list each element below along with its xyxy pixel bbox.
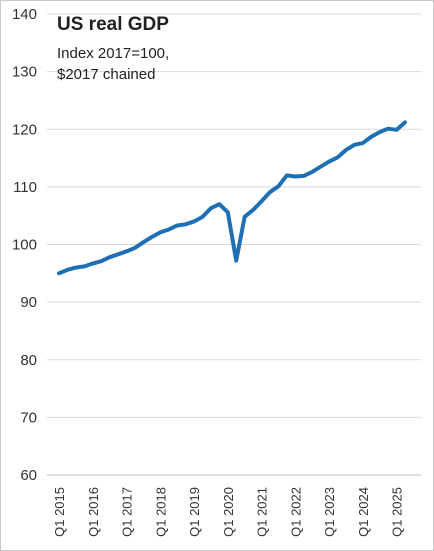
data-point-Q4-2023 [352,143,356,147]
data-point-Q3-2022 [310,170,314,174]
data-point-Q3-2019 [209,206,213,210]
data-point-Q1-2023 [327,160,331,164]
chart-subtitle: Index 2017=100, $2017 chained [57,43,169,85]
y-tick-label: 130 [12,64,37,81]
y-tick-label: 80 [20,352,37,369]
data-point-Q3-2018 [175,223,179,227]
y-tick-label: 140 [12,6,37,23]
data-point-Q1-2020 [226,210,230,214]
chart-title: US real GDP [57,14,169,35]
data-point-Q2-2020 [234,259,238,263]
data-point-Q2-2024 [369,135,373,139]
data-point-Q3-2017 [141,240,145,244]
data-point-Q4-2015 [82,264,86,268]
data-point-Q4-2018 [184,222,188,226]
x-tick-label: Q1 2025 [390,487,405,537]
y-tick-label: 110 [13,179,37,196]
y-tick-label: 60 [20,467,37,484]
data-point-Q4-2019 [217,202,221,206]
data-point-Q1-2025 [395,128,399,132]
x-tick-label: Q1 2022 [288,487,303,537]
data-point-Q1-2018 [158,230,162,234]
x-tick-label: Q1 2016 [86,487,101,537]
data-point-Q1-2019 [192,219,196,223]
data-point-Q1-2016 [91,262,95,266]
x-tick-label: Q1 2023 [322,487,337,537]
data-point-Q2-2018 [167,228,171,232]
data-point-Q4-2024 [386,127,390,131]
data-point-Q3-2021 [276,184,280,188]
x-tick-label: Q1 2017 [120,487,135,537]
y-tick-label: 120 [12,121,37,138]
data-point-Q3-2015 [74,266,78,270]
data-point-Q4-2022 [319,165,323,169]
data-point-Q2-2019 [200,215,204,219]
y-tick-label: 90 [20,294,37,311]
data-point-Q1-2021 [260,199,264,203]
data-point-Q2-2021 [268,190,272,194]
data-point-Q1-2022 [293,175,297,178]
data-point-Q2-2016 [99,259,103,263]
x-tick-label: Q1 2018 [153,487,168,537]
x-tick-label: Q1 2015 [52,487,67,537]
data-point-Q2-2015 [65,268,69,272]
y-tick-label: 100 [12,237,37,254]
x-tick-label: Q1 2020 [221,487,236,537]
data-point-Q1-2024 [361,141,365,145]
data-point-Q3-2023 [344,148,348,152]
data-point-Q4-2021 [285,173,289,177]
y-axis-ticks: 60 70 80 90 100 110 120 130 140 [12,6,37,484]
data-point-Q1-2015 [57,271,61,275]
data-point-Q1-2017 [125,249,129,253]
subtitle-line-1: Index 2017=100, [57,45,170,62]
data-point-Q3-2020 [243,215,247,219]
data-point-Q2-2025 [403,120,407,124]
data-point-Q2-2022 [302,174,306,178]
subtitle-line-2: $2017 chained [57,66,156,83]
data-point-Q2-2023 [335,155,339,159]
data-point-Q2-2017 [133,246,137,250]
series-group [57,120,407,276]
y-tick-label: 70 [20,409,37,426]
x-tick-label: Q1 2021 [255,487,270,537]
x-axis-ticks: Q1 2015 Q1 2016 Q1 2017 Q1 2018 Q1 2019 Q1 20… [52,487,405,537]
data-point-Q3-2016 [108,255,112,259]
data-point-Q4-2017 [150,235,154,239]
x-tick-label: Q1 2024 [356,487,371,537]
x-tick-label: Q1 2019 [187,487,202,537]
data-point-Q4-2016 [116,252,120,256]
data-point-Q3-2024 [378,130,382,134]
data-point-Q4-2020 [251,208,255,212]
